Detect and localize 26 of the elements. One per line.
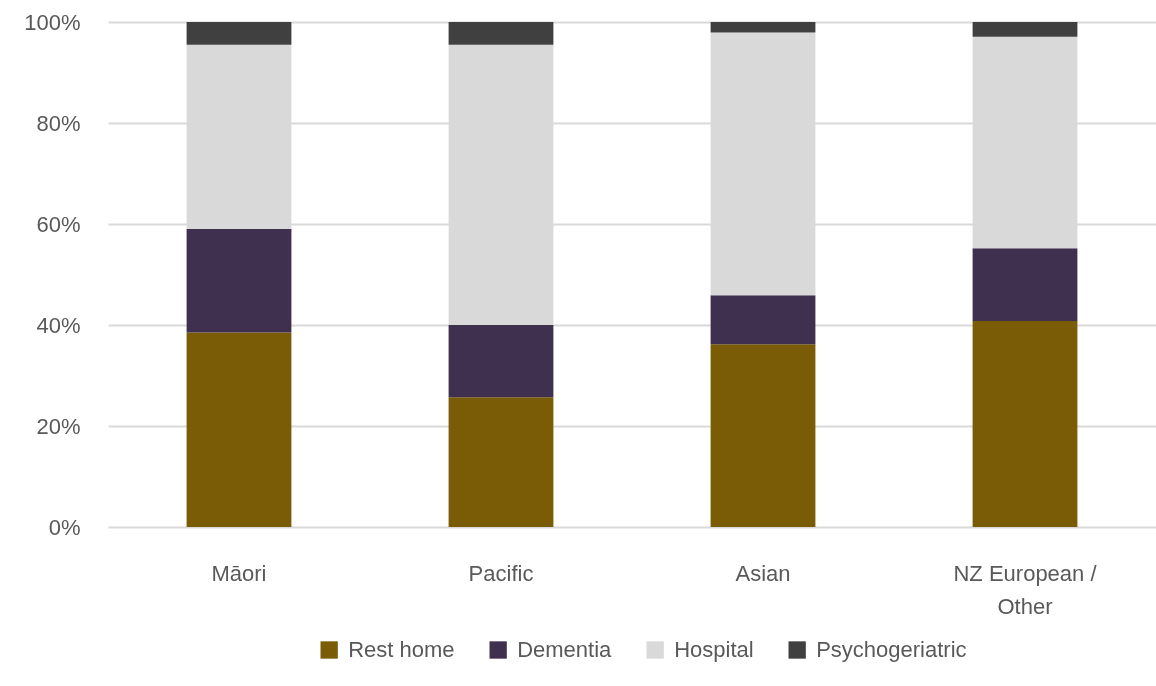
bar: [448, 325, 554, 398]
bar: [710, 344, 816, 527]
y-tick-label: 100%: [24, 9, 81, 35]
y-tick-label: 60%: [36, 211, 81, 237]
bar: [972, 248, 1078, 321]
y-tick-label: 0%: [48, 514, 81, 540]
bar: [448, 22, 554, 45]
bar: [186, 229, 292, 333]
legend-label: Hospital: [674, 637, 754, 662]
legend-label: Dementia: [517, 637, 613, 662]
bar: [972, 22, 1078, 37]
y-tick-label: 40%: [36, 312, 81, 338]
y-tick-label: 80%: [36, 110, 81, 136]
x-tick-label: NZ European / Other: [953, 560, 1098, 619]
bar: [710, 295, 816, 345]
legend-label: Rest home: [348, 637, 455, 662]
x-tick-label: Asian: [735, 560, 791, 586]
bar: [710, 22, 816, 33]
bar: [972, 320, 1078, 527]
bar: [186, 22, 292, 45]
legend-label: Psychogeriatric: [816, 637, 967, 662]
x-tick-label: Māori: [211, 560, 267, 586]
bar: [186, 332, 292, 527]
y-tick-label: 20%: [36, 413, 81, 439]
bar: [448, 397, 554, 527]
x-tick-label: Pacific: [468, 560, 534, 586]
